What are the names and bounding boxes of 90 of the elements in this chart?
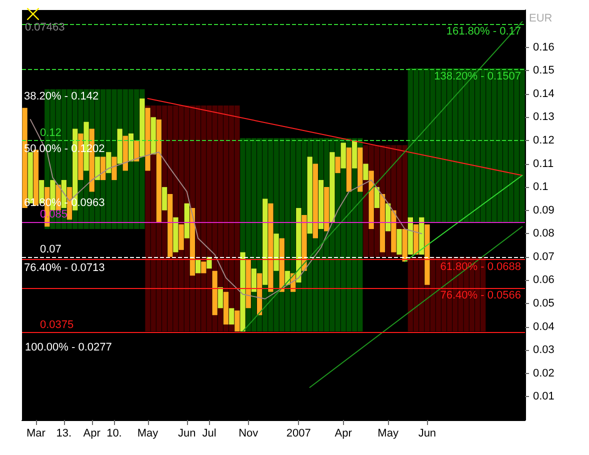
bar	[229, 308, 234, 324]
y-tick-label: 0.14	[533, 88, 554, 100]
y-tick-label: 0.04	[533, 320, 554, 333]
bar	[128, 133, 134, 162]
bar	[106, 152, 112, 174]
y-tick-label: 0.16	[533, 41, 554, 54]
y-tick-label: 0.01	[533, 390, 554, 403]
bar	[145, 108, 150, 171]
bar	[122, 136, 128, 171]
x-tick-label: Mar	[26, 428, 46, 440]
y-tick-label: 0.09	[533, 204, 554, 216]
x-tick-label: Jul	[202, 428, 216, 440]
y-tick-label: 0.08	[533, 228, 554, 240]
bar	[262, 198, 268, 285]
bar	[256, 273, 262, 316]
bar	[251, 268, 257, 292]
bar	[330, 152, 335, 222]
bar	[150, 117, 156, 154]
x-tick-label: Apr	[83, 428, 101, 440]
bar	[396, 228, 402, 255]
x-tick-label: 2007	[286, 428, 311, 440]
annotation: 76.40% - 0.0566	[440, 290, 521, 302]
bar	[335, 156, 340, 174]
x-tick-label: Apr	[334, 428, 352, 440]
bar	[268, 203, 274, 292]
y-tick-label: 0.07	[533, 250, 554, 263]
bar	[324, 187, 330, 232]
y-tick-label: 0.11	[533, 158, 554, 170]
bar	[178, 224, 184, 250]
ref-line-label: 0.0375	[40, 319, 74, 332]
bar	[240, 252, 246, 332]
annotation: 76.40% - 0.0713	[24, 262, 105, 274]
bar	[134, 140, 140, 162]
bar	[195, 259, 201, 274]
bar	[94, 156, 100, 180]
bar	[246, 259, 251, 308]
bar	[140, 98, 145, 157]
bar	[374, 187, 380, 208]
bar	[274, 234, 279, 271]
bar	[296, 208, 302, 283]
bar	[173, 217, 178, 252]
bar	[368, 170, 374, 229]
bar	[363, 164, 368, 180]
bar	[234, 310, 240, 332]
bar	[408, 217, 413, 255]
y-tick-label: 0.06	[533, 274, 554, 286]
bar	[312, 164, 318, 238]
y-axis-title: EUR	[529, 12, 552, 24]
bar	[117, 128, 122, 164]
y-tick-label: 0.03	[533, 344, 554, 356]
bar	[184, 203, 190, 238]
bar	[413, 224, 419, 255]
x-tick-label: Nov	[238, 428, 259, 440]
annotation: 100.00% - 0.0277	[25, 342, 112, 354]
bar	[162, 187, 168, 210]
bar	[112, 156, 117, 180]
bar	[386, 203, 391, 232]
bar	[100, 156, 106, 180]
annotation: 38.20% - 0.142	[24, 90, 99, 103]
bar	[201, 262, 206, 274]
x-tick-label: Jun	[418, 428, 436, 440]
ref-line-label: 0.07	[40, 243, 62, 256]
y-tick-label: 0.1	[533, 181, 548, 194]
bar	[223, 292, 229, 324]
y-tick-label: 0.13	[533, 111, 554, 124]
y-tick-label: 0.02	[533, 367, 554, 380]
x-tick-label: 10.	[106, 428, 122, 440]
x-tick-label: 13.	[56, 428, 72, 440]
bar	[380, 194, 386, 252]
bar	[168, 194, 173, 257]
bar	[318, 180, 324, 229]
ref-line-label: 0.12	[40, 126, 62, 139]
x-tick-label: May	[137, 428, 159, 440]
y-tick-label: 0.15	[533, 64, 554, 77]
bar	[346, 147, 352, 192]
x-tick-label: Jun	[178, 428, 196, 440]
bar	[358, 147, 363, 192]
bar	[352, 140, 358, 168]
bar	[391, 210, 396, 252]
bar	[340, 142, 346, 168]
bar	[156, 119, 162, 222]
annotation: 0.07463	[25, 22, 65, 34]
bar	[424, 224, 430, 285]
bar	[212, 270, 218, 316]
x-tick-label: May	[378, 428, 399, 440]
bar	[307, 156, 312, 234]
bar	[218, 287, 223, 308]
y-tick-label: 0.12	[533, 134, 554, 146]
annotation: 138.20% - 0.1507	[434, 70, 521, 82]
y-tick-label: 0.05	[533, 298, 554, 310]
